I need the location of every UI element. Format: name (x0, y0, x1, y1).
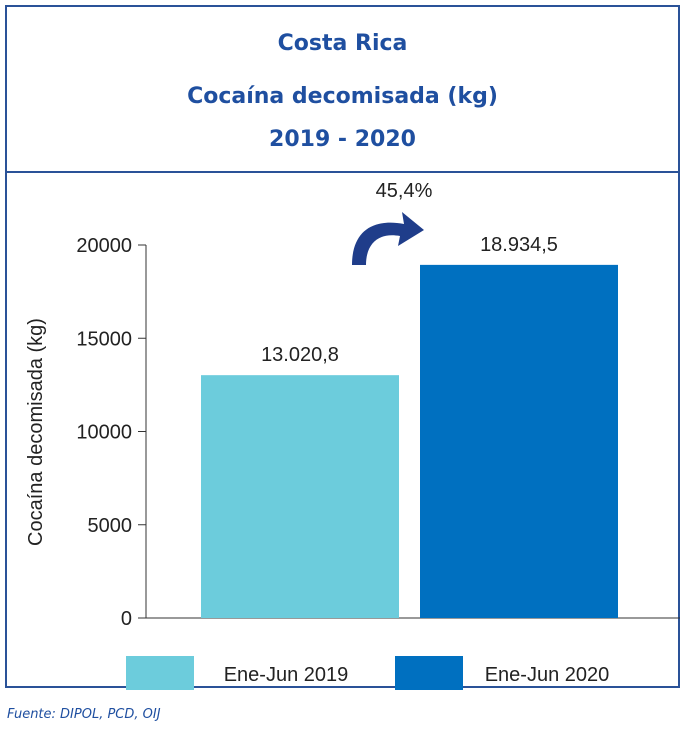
bar (420, 264, 618, 618)
growth-arrow-icon (352, 212, 424, 265)
y-tick-label: 15000 (76, 328, 132, 350)
bar-value-label: 13.020,8 (261, 344, 339, 366)
legend-label: Ene-Jun 2020 (485, 664, 610, 686)
legend-swatch (395, 656, 463, 690)
title-period: 2019 - 2020 (269, 127, 416, 152)
y-axis-label: Cocaína decomisada (kg) (25, 318, 47, 546)
bar (201, 375, 399, 618)
y-tick-label: 20000 (76, 235, 132, 257)
source-note: Fuente: DIPOL, PCD, OIJ (7, 707, 161, 722)
y-tick-label: 5000 (88, 515, 133, 537)
growth-annotation: 45,4% (376, 180, 433, 202)
bar-value-label: 18.934,5 (480, 234, 558, 256)
title-subject: Cocaína decomisada (kg) (187, 84, 498, 109)
y-tick-label: 10000 (76, 422, 132, 444)
chart-frame: Costa Rica Cocaína decomisada (kg) 2019 … (5, 5, 680, 688)
legend-label: Ene-Jun 2019 (224, 664, 349, 686)
y-tick-label: 0 (121, 608, 132, 630)
legend-swatch (126, 656, 194, 690)
title-country: Costa Rica (277, 31, 408, 56)
chart-header: Costa Rica Cocaína decomisada (kg) 2019 … (7, 7, 678, 173)
